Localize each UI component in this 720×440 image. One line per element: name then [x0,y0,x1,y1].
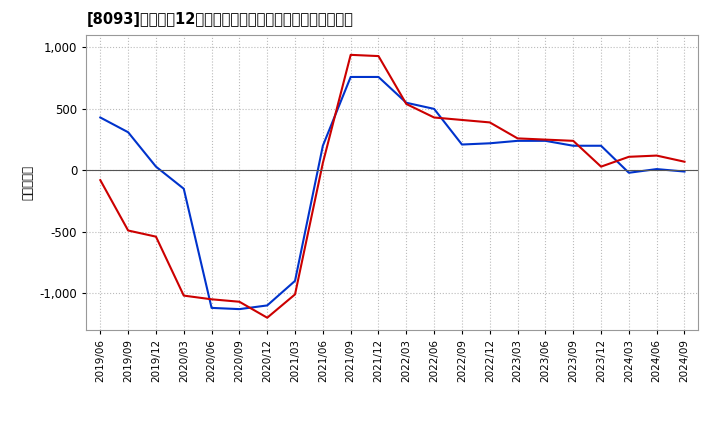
当期純利益 [569,138,577,143]
Y-axis label: （百万円）: （百万円） [21,165,34,200]
当期純利益 [485,120,494,125]
当期純利益 [235,299,243,304]
経常利益 [597,143,606,148]
当期純利益 [346,52,355,58]
経常利益 [318,143,327,148]
Line: 当期純利益: 当期純利益 [100,55,685,318]
当期純利益 [652,153,661,158]
経常利益 [291,278,300,283]
当期純利益 [597,164,606,169]
当期純利益 [374,53,383,59]
経常利益 [402,100,410,106]
経常利益 [346,74,355,80]
経常利益 [96,115,104,120]
経常利益 [263,303,271,308]
当期純利益 [402,101,410,106]
経常利益 [485,141,494,146]
当期純利益 [207,297,216,302]
当期純利益 [624,154,633,159]
当期純利益 [291,292,300,297]
経常利益 [152,164,161,169]
当期純利益 [430,115,438,120]
当期純利益 [458,117,467,123]
当期純利益 [263,315,271,320]
当期純利益 [541,137,550,142]
経常利益 [207,305,216,311]
当期純利益 [96,177,104,183]
当期純利益 [152,234,161,239]
当期純利益 [124,228,132,233]
経常利益 [374,74,383,80]
経常利益 [652,166,661,172]
経常利益 [458,142,467,147]
経常利益 [624,170,633,176]
Line: 経常利益: 経常利益 [100,77,685,309]
経常利益 [513,138,522,143]
経常利益 [179,186,188,191]
Text: [8093]　利益だ12か月移動合計の対前年同期増減額の推移: [8093] 利益だ12か月移動合計の対前年同期増減額の推移 [86,12,354,27]
経常利益 [124,130,132,135]
当期純利益 [680,159,689,165]
経常利益 [680,169,689,174]
当期純利益 [513,136,522,141]
経常利益 [541,138,550,143]
経常利益 [569,143,577,148]
当期純利益 [179,293,188,298]
経常利益 [235,307,243,312]
当期純利益 [318,160,327,165]
経常利益 [430,106,438,111]
